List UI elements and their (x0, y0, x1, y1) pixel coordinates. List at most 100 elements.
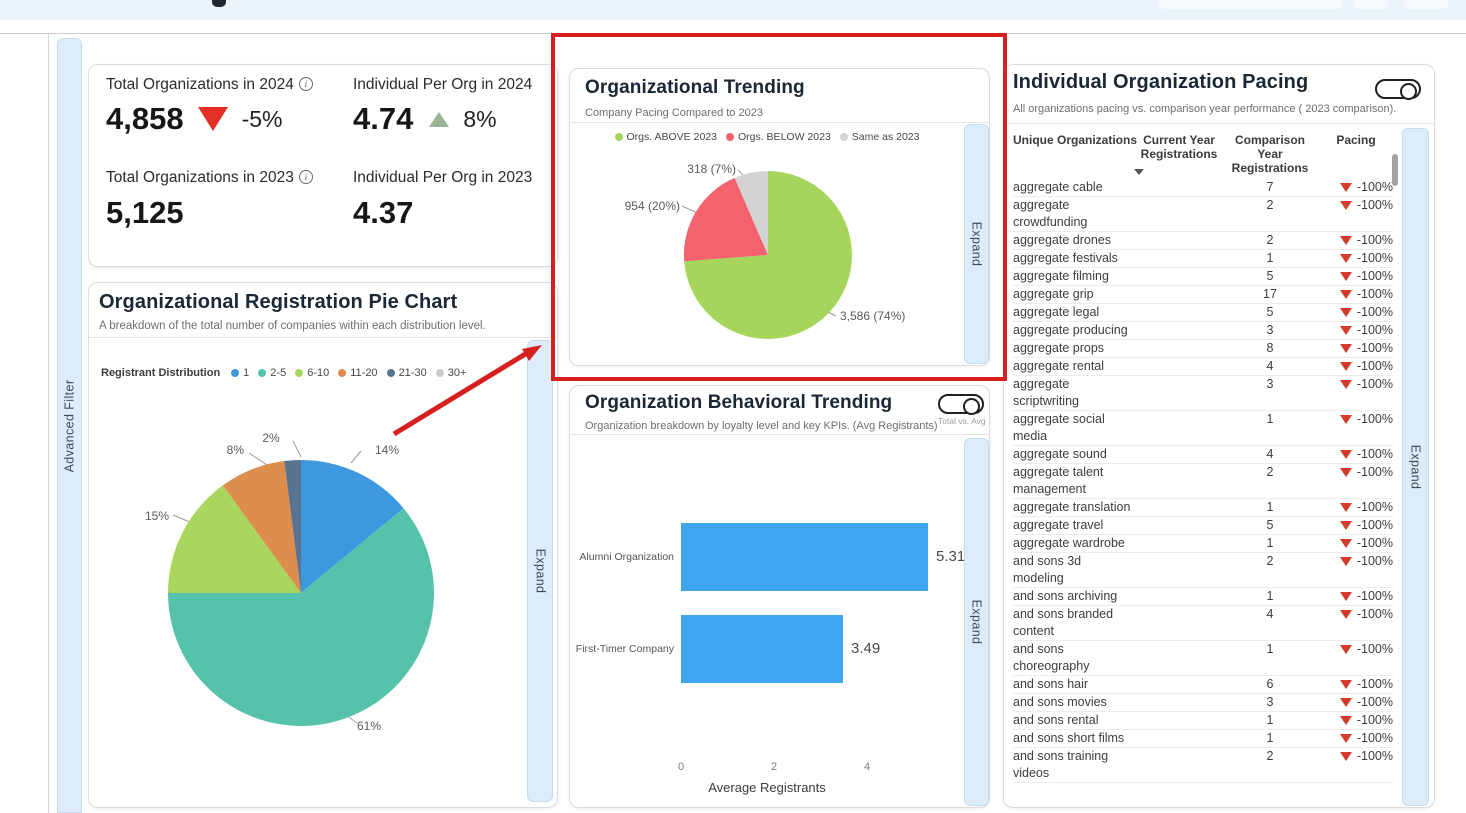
column-header[interactable]: Current Year Registrations (1140, 133, 1218, 161)
trend-down-icon (197, 107, 228, 131)
cell-comparison-year: 6 (1266, 677, 1274, 691)
cell-organization-name: aggregate festivals (1013, 251, 1118, 265)
table-row[interactable]: aggregate grip 17 -100% (1013, 286, 1393, 304)
table-row[interactable]: and sons training videos 2 -100% (1013, 748, 1393, 783)
topbar-control[interactable] (1158, 0, 1342, 9)
table-row[interactable]: and sons hair 6 -100% (1013, 676, 1393, 694)
table-row[interactable]: aggregate wardrobe 1 -100% (1013, 535, 1393, 553)
pie-slice-2-5[interactable] (168, 508, 434, 726)
table-row[interactable]: aggregate legal 5 -100% (1013, 304, 1393, 322)
total-vs-avg-toggle[interactable] (938, 394, 984, 415)
table-scrollbar[interactable] (1392, 154, 1398, 186)
cell-comparison-year: 4 (1266, 359, 1274, 373)
legend-item[interactable]: 6-10 (295, 367, 329, 379)
pacing-down-icon (1339, 610, 1352, 619)
bar-alumni-organization[interactable] (681, 523, 928, 591)
table-row[interactable]: and sons movies 3 -100% (1013, 694, 1393, 712)
table-row[interactable]: and sons short films 1 -100% (1013, 730, 1393, 748)
pie-slice-11-20[interactable] (222, 461, 301, 593)
table-row[interactable]: aggregate producing 3 -100% (1013, 322, 1393, 340)
table-row[interactable]: aggregate cable 7 -100% (1013, 179, 1393, 197)
legend-dot-icon (614, 133, 623, 141)
legend-item[interactable]: 2-5 (258, 367, 286, 379)
sort-indicator-icon[interactable] (1134, 169, 1144, 175)
cell-comparison-year: 5 (1266, 305, 1274, 319)
table-row[interactable]: aggregate festivals 1 -100% (1013, 250, 1393, 268)
kpi-value: 4.37 (353, 195, 413, 231)
cell-pacing: -100% (1319, 676, 1393, 693)
pacing-value: -100% (1356, 465, 1393, 479)
pie-slice-21-30[interactable] (284, 459, 301, 593)
info-icon[interactable] (298, 170, 313, 184)
advanced-filter-rail[interactable]: Advanced Filter (57, 38, 82, 813)
table-row[interactable]: aggregate rental 4 -100% (1013, 358, 1393, 376)
legend-label: 2-5 (270, 367, 287, 379)
table-row[interactable]: aggregate drones 2 -100% (1013, 232, 1393, 250)
cell-pacing: -100% (1319, 358, 1393, 375)
info-icon[interactable] (298, 77, 313, 91)
table-row[interactable]: and sons branded content 4 -100% (1013, 606, 1393, 641)
panel-title: Organizational Trending (585, 77, 805, 98)
expand-button[interactable]: Expand (964, 438, 989, 806)
kpi-delta-text: 8% (463, 105, 497, 132)
pacing-value: -100% (1356, 287, 1393, 301)
table-row[interactable]: aggregate scriptwriting 3 -100% (1013, 376, 1393, 411)
table-row[interactable]: aggregate social media 1 -100% (1013, 411, 1393, 446)
cell-pacing: -100% (1319, 286, 1393, 303)
panel-subtitle: All organizations pacing vs. comparison … (1013, 103, 1397, 115)
kpi-label: Individual Per Org in 2023 (353, 169, 532, 187)
expand-button[interactable]: Expand (527, 340, 553, 802)
table-row[interactable]: aggregate talent management 2 -100% (1013, 464, 1393, 499)
pacing-down-icon (1339, 308, 1352, 317)
cell-pacing: -100% (1319, 535, 1393, 552)
table-row[interactable]: and sons rental 1 -100% (1013, 712, 1393, 730)
table-row[interactable]: and sons choreography 1 -100% (1013, 641, 1393, 676)
cell-organization-name: aggregate drones (1013, 233, 1111, 247)
legend-dot-icon (231, 369, 240, 377)
cell-organization-name: aggregate social media (1013, 412, 1105, 443)
legend-item[interactable]: 1 (231, 367, 249, 379)
pacing-value: -100% (1356, 554, 1393, 568)
bar-category-label: First-Timer Company (575, 643, 674, 655)
pie-slice-orgs-below-2023[interactable] (683, 177, 768, 262)
table-row[interactable]: aggregate translation 1 -100% (1013, 499, 1393, 517)
cell-organization-name: aggregate wardrobe (1013, 536, 1125, 550)
cell-pacing: -100% (1319, 641, 1393, 658)
kpi-value-text: 5,125 (106, 195, 184, 230)
topbar-control[interactable] (1404, 0, 1448, 9)
table-row[interactable]: aggregate crowdfunding 2 -100% (1013, 197, 1393, 232)
legend-item[interactable]: Orgs. ABOVE 2023 (614, 131, 717, 143)
table-row[interactable]: aggregate filming 5 -100% (1013, 268, 1393, 286)
pacing-toggle[interactable] (1375, 79, 1421, 100)
column-header[interactable]: Unique Organizations (1013, 133, 1138, 147)
expand-button[interactable]: Expand (964, 124, 989, 364)
legend-item[interactable]: 11-20 (338, 367, 378, 379)
cell-organization-name: aggregate producing (1013, 323, 1128, 337)
cell-pacing: -100% (1319, 376, 1393, 393)
column-header[interactable]: Comparison Year Registrations (1231, 133, 1309, 175)
cell-organization-name: aggregate props (1013, 341, 1105, 355)
expand-button[interactable]: Expand (1402, 128, 1429, 806)
column-header[interactable]: Pacing (1336, 133, 1376, 147)
topbar-control[interactable] (1354, 0, 1388, 9)
pie-slice-6-10[interactable] (168, 485, 301, 593)
pie-slice-orgs-above-2023[interactable] (684, 171, 852, 339)
cell-pacing: -100% (1319, 730, 1393, 747)
table-row[interactable]: aggregate sound 4 -100% (1013, 446, 1393, 464)
legend-label: 6-10 (307, 367, 330, 379)
kpi-value: 4.74 8% (353, 101, 497, 137)
table-row[interactable]: aggregate travel 5 -100% (1013, 517, 1393, 535)
table-row[interactable]: and sons archiving 1 -100% (1013, 588, 1393, 606)
table-row[interactable]: aggregate props 8 -100% (1013, 340, 1393, 358)
legend-item[interactable]: Orgs. BELOW 2023 (725, 131, 831, 143)
table-row[interactable]: and sons 3d modeling 2 -100% (1013, 553, 1393, 588)
pie-slice-1[interactable] (301, 460, 404, 593)
organizational-trending-panel: Organizational Trending Company Pacing C… (569, 68, 990, 366)
cell-pacing: -100% (1319, 268, 1393, 285)
cell-comparison-year: 8 (1266, 341, 1274, 355)
pacing-down-icon (1339, 450, 1352, 459)
legend-item[interactable]: Same as 2023 (839, 131, 919, 143)
expand-label: Expand (1408, 444, 1423, 490)
pie-slice-same-as-2023[interactable] (734, 170, 768, 255)
bar-first-timer-company[interactable] (681, 615, 843, 683)
